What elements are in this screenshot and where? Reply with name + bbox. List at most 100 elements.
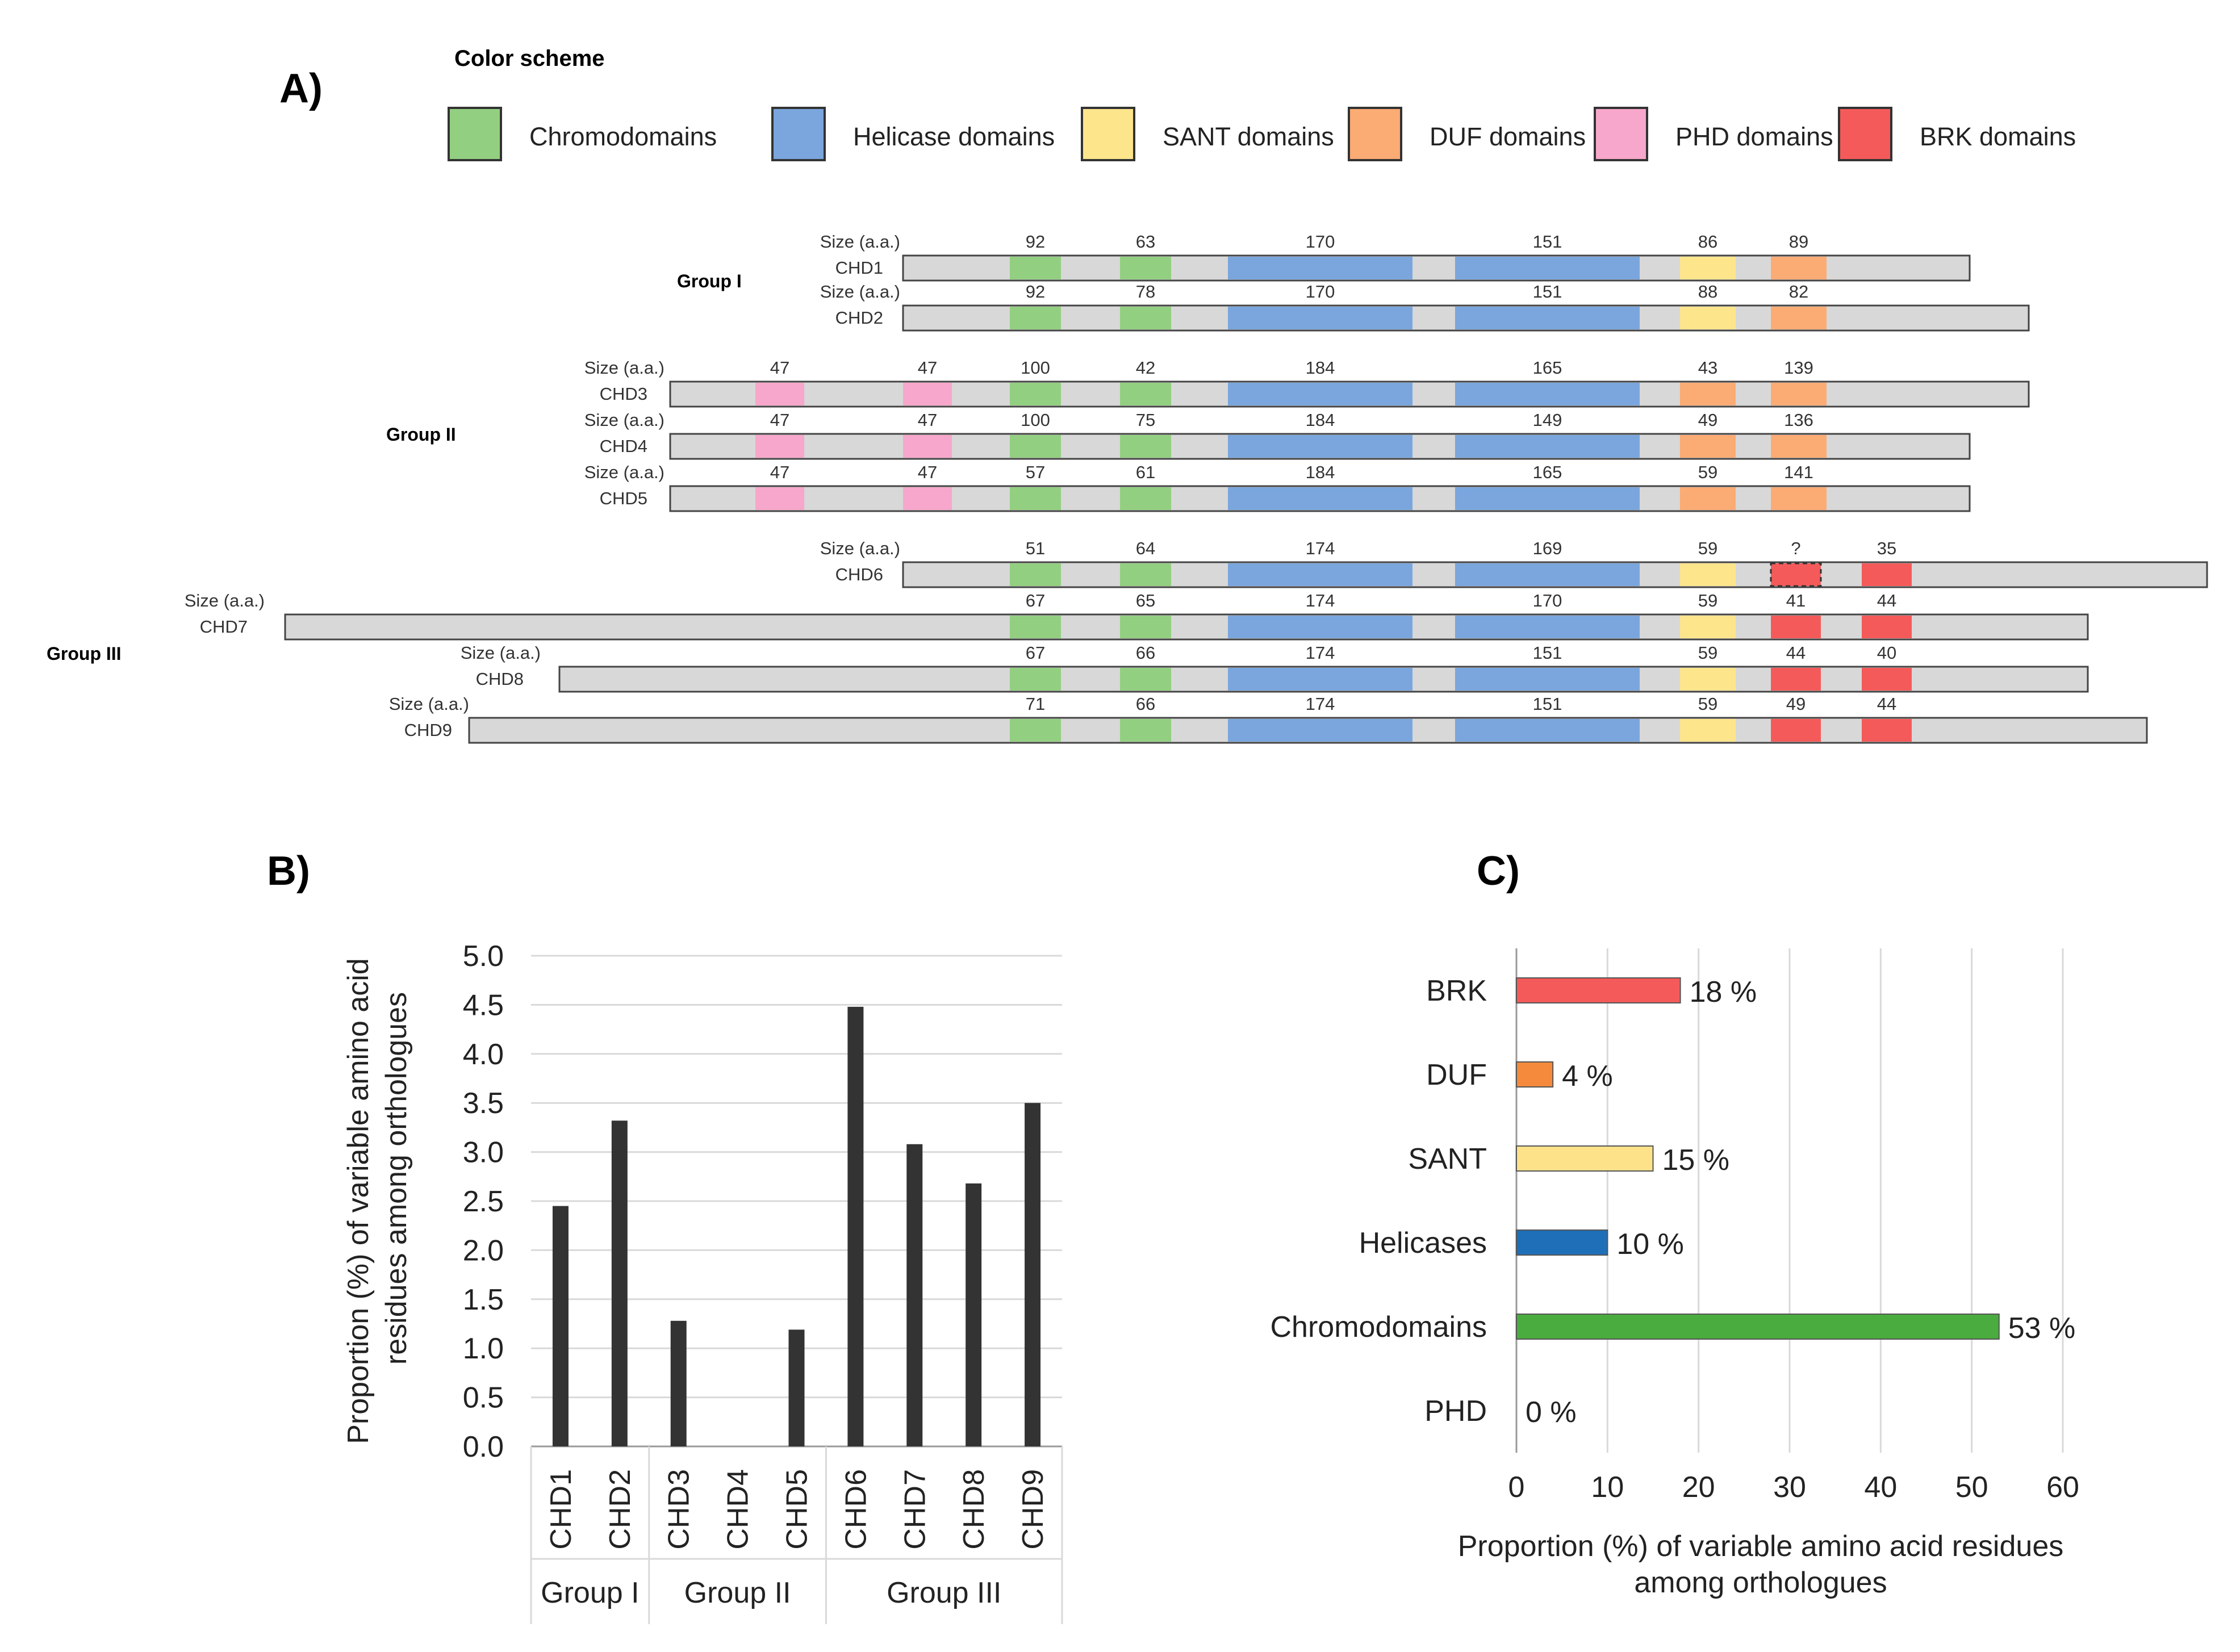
domain-size: 63 [1136,232,1155,252]
color-scheme-legend: Color scheme Chromodomains Helicase domai… [448,46,2076,161]
protein-name: CHD7 [200,617,248,637]
group-label: Group I [541,1576,639,1609]
domain-size: 64 [1136,538,1155,558]
legend-swatch-sant-domains [1081,107,1135,161]
helicase-domain [1228,616,1412,638]
size-label: Size (a.a.) [820,282,900,302]
x-tick-label: CHD5 [781,1469,814,1550]
duf-domain [1771,383,1827,405]
domain-size: 170 [1533,591,1562,610]
domain-size: 35 [1877,538,1896,558]
domain-size: 71 [1026,694,1045,714]
protein-chd9: Size (a.a.) CHD9 71 66 174 151 59 49 44 [389,694,2148,744]
domain-size: 78 [1136,282,1155,302]
x-axis-label-line1: Proportion (%) of variable amino acid re… [1458,1530,2064,1563]
group-label-1: Group I [677,271,742,291]
protein-name: CHD9 [404,720,452,740]
brk-domain [1771,616,1821,638]
domain-size: 47 [770,358,789,378]
helicase-domain [1228,563,1412,586]
legend-label-duf-domains: DUF domains [1430,122,1586,151]
x-tick-label: 20 [1682,1471,1715,1504]
protein-chd5: Size (a.a.) CHD5 47 47 57 61 184 165 59 141 [584,462,1971,512]
x-tick-label: 0 [1508,1471,1525,1504]
size-label: Size (a.a.) [584,410,665,430]
domain-size: 47 [918,358,937,378]
legend-label-helicase-domains: Helicase domains [853,122,1055,151]
y-tick-label: Helicases [1359,1227,1487,1260]
protein-name: CHD1 [835,258,883,278]
domain-size: 44 [1877,694,1896,714]
domain-size: 49 [1698,410,1717,430]
y-tick-label: 2.0 [463,1234,504,1267]
sant-domain [1680,616,1736,638]
bar-helicases [1516,1229,1608,1256]
chromo-domain [1010,383,1061,405]
duf-domain [1680,383,1736,405]
helicase-domain [1228,383,1412,405]
domain-size: 82 [1789,282,1808,302]
group-label: Group III [887,1576,1001,1609]
protein-chd4: Size (a.a.) CHD4 47 47 100 75 184 149 49 136 [584,410,1971,460]
protein-chd1: Size (a.a.) CHD1 92 63 170 151 86 89 [820,232,1971,282]
y-tick-label: 4.5 [463,989,504,1022]
domain-size: 61 [1136,462,1155,482]
y-tick-label: 2.5 [463,1185,504,1218]
domain-size: 47 [770,462,789,482]
sant-domain [1680,307,1736,329]
brk-domain [1771,668,1821,691]
phd-domain [755,487,804,510]
brk-domain [1862,719,1912,742]
helicase-domain [1228,668,1412,691]
bar-chd8 [966,1183,982,1446]
chromo-domain [1120,719,1171,742]
y-tick-label: 3.0 [463,1136,504,1169]
size-label: Size (a.a.) [820,538,900,558]
chromo-domain [1010,563,1061,586]
duf-domain [1771,257,1827,279]
helicase-domain [1455,257,1640,279]
bar-chd7 [906,1144,923,1446]
domain-size: 47 [918,462,937,482]
domain-size: 151 [1533,282,1562,302]
domain-size: 47 [918,410,937,430]
protein-chd7: Size (a.a.) CHD7 67 65 174 170 59 41 44 [185,591,2089,641]
y-tick-label: 0.0 [463,1431,504,1463]
y-tick-label: DUF [1426,1059,1487,1091]
chromo-domain [1010,307,1061,329]
helicase-domain [1228,257,1412,279]
domain-size: 44 [1877,591,1896,610]
domain-size: 51 [1026,538,1045,558]
chart-b: 0.0 0.5 1.0 1.5 2.0 2.5 3.0 3.5 4.0 4.5 5.0 CHD1 CHD… [342,940,1063,1624]
helicase-domain [1455,307,1640,329]
data-label: 0 % [1526,1396,1577,1429]
domain-size: 41 [1786,591,1806,610]
brk-domain [1862,563,1912,586]
y-axis-label-line2: residues among orthologues [380,992,413,1365]
duf-domain [1771,435,1827,458]
size-label: Size (a.a.) [820,232,900,252]
y-axis-label-line1: Proportion (%) of variable amino acid [342,958,375,1444]
chromo-domain [1120,668,1171,691]
panel-c-label: C) [1477,848,1520,894]
protein-chd2: Size (a.a.) CHD2 92 78 170 151 88 82 [820,282,2030,332]
y-tick-label: 0.5 [463,1382,504,1415]
domain-size: 59 [1698,591,1717,610]
helicase-domain [1455,487,1640,510]
domain-size: 170 [1306,282,1335,302]
sant-domain [1680,257,1736,279]
legend-swatch-chromodomains [448,107,502,161]
bar-chd5 [788,1329,805,1446]
protein-chd3: Size (a.a.) CHD3 47 47 100 42 184 165 43 139 [584,358,2030,408]
brk-domain [1770,562,1822,587]
x-tick-label: CHD9 [1017,1469,1050,1550]
phd-domain [903,383,952,405]
protein-name: CHD2 [835,308,883,328]
legend-label-chromodomains: Chromodomains [529,122,717,151]
chromo-domain [1120,383,1171,405]
domain-size: 57 [1026,462,1045,482]
duf-domain [1771,487,1827,510]
domain-size: 136 [1784,410,1813,430]
protein-chd6: Size (a.a.) CHD6 51 64 174 169 59? 35 [820,538,2208,588]
